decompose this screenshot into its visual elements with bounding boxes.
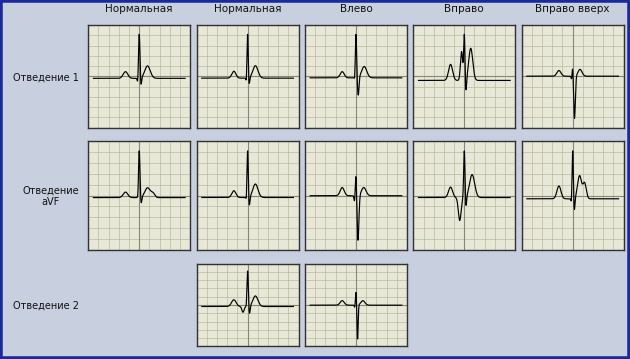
Text: Отведение 1: Отведение 1	[13, 72, 79, 82]
Text: Отведение 2: Отведение 2	[13, 301, 79, 311]
Text: Нормальная: Нормальная	[105, 4, 173, 14]
Text: Вправо вверх: Вправо вверх	[536, 4, 610, 14]
Text: Вправо: Вправо	[445, 4, 484, 14]
Text: Нормальная: Нормальная	[214, 4, 282, 14]
Text: Влево: Влево	[340, 4, 372, 14]
Text: Отведение
aVF: Отведение aVF	[22, 186, 79, 207]
